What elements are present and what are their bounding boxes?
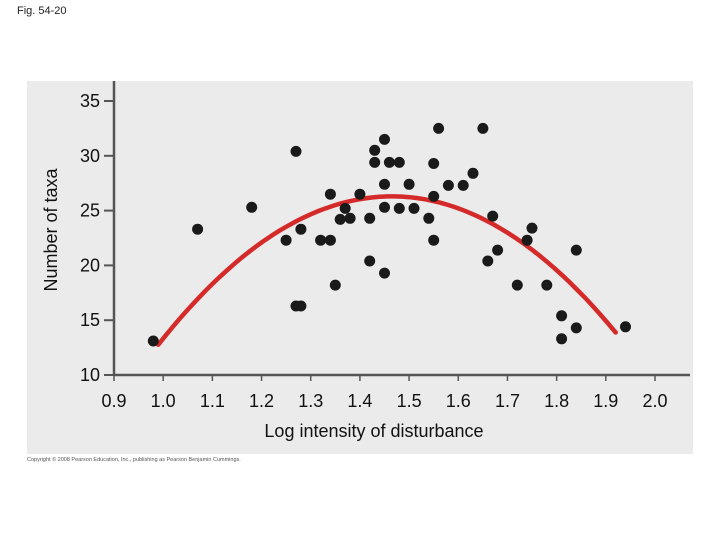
y-tick-label: 20 xyxy=(80,255,100,275)
data-point xyxy=(403,178,415,190)
data-point xyxy=(354,188,366,200)
data-point xyxy=(334,213,346,225)
data-point xyxy=(379,133,390,145)
data-point xyxy=(315,234,327,246)
y-axis-title: Number of taxa xyxy=(41,167,61,291)
x-tick-label: 1.5 xyxy=(397,391,422,411)
data-points xyxy=(147,122,631,347)
data-point xyxy=(364,212,376,224)
data-point xyxy=(147,335,159,347)
x-tick-label: 1.4 xyxy=(347,391,372,411)
data-point xyxy=(433,122,445,134)
data-point xyxy=(339,202,351,214)
fit-curve-layer xyxy=(156,194,618,347)
x-tick-label: 2.0 xyxy=(642,391,667,411)
data-point xyxy=(246,201,258,213)
x-tick-label: 1.9 xyxy=(593,391,618,411)
data-point xyxy=(379,178,390,190)
data-point xyxy=(393,202,405,214)
data-point xyxy=(477,122,489,134)
data-point xyxy=(570,322,582,334)
y-tick-label: 35 xyxy=(80,91,100,111)
y-tick-label: 25 xyxy=(80,201,100,221)
x-tick-label: 1.6 xyxy=(446,391,471,411)
data-point xyxy=(280,234,292,246)
data-point xyxy=(428,234,440,246)
data-point xyxy=(369,144,381,156)
data-point xyxy=(556,333,568,345)
data-point xyxy=(482,255,494,267)
data-point xyxy=(570,244,582,256)
x-axis-title: Log intensity of disturbance xyxy=(264,421,483,441)
x-tick-label: 1.8 xyxy=(544,391,569,411)
data-point xyxy=(526,222,538,234)
data-point xyxy=(364,255,376,267)
data-point xyxy=(408,202,420,214)
data-point xyxy=(295,300,307,312)
data-point xyxy=(383,156,395,168)
data-point xyxy=(423,212,435,224)
data-point xyxy=(344,212,356,224)
x-tick-label: 1.0 xyxy=(151,391,176,411)
x-tick-label: 1.3 xyxy=(298,391,323,411)
data-point xyxy=(324,234,336,246)
data-point xyxy=(467,167,479,179)
data-point xyxy=(329,279,341,291)
data-point xyxy=(428,158,440,169)
data-point xyxy=(192,223,204,235)
data-point xyxy=(541,279,553,291)
data-point xyxy=(295,223,307,235)
x-tick-label: 1.1 xyxy=(200,391,225,411)
y-tick-label: 10 xyxy=(80,365,100,385)
y-tick-label: 30 xyxy=(80,146,100,166)
data-point xyxy=(442,179,454,191)
y-tick-label: 15 xyxy=(80,310,100,330)
data-point xyxy=(521,234,533,246)
copyright-notice: Copyright © 2008 Pearson Education, Inc.… xyxy=(27,457,241,463)
chart-panel xyxy=(27,81,693,454)
data-point xyxy=(487,210,499,222)
data-point xyxy=(511,279,523,291)
data-point xyxy=(393,156,405,168)
figure-label: Fig. 54-20 xyxy=(17,5,67,17)
data-point xyxy=(457,179,469,191)
data-point xyxy=(324,188,336,200)
data-point xyxy=(379,201,390,213)
data-point xyxy=(369,156,381,168)
fit-curve xyxy=(156,194,618,347)
data-point xyxy=(620,321,631,333)
axes xyxy=(104,81,690,381)
data-point xyxy=(556,310,568,322)
x-tick-label: 1.2 xyxy=(249,391,274,411)
x-tick-label: 0.9 xyxy=(101,391,126,411)
data-point xyxy=(379,267,390,279)
tick-labels: 35 30 25 20 15 100.9 1.0 1.1 1.2 1.3 1.4 1.5 1.6 1.7 1… xyxy=(80,91,668,411)
data-point xyxy=(290,145,302,157)
x-tick-label: 1.7 xyxy=(495,391,520,411)
data-point xyxy=(492,244,504,256)
data-point xyxy=(428,190,440,202)
